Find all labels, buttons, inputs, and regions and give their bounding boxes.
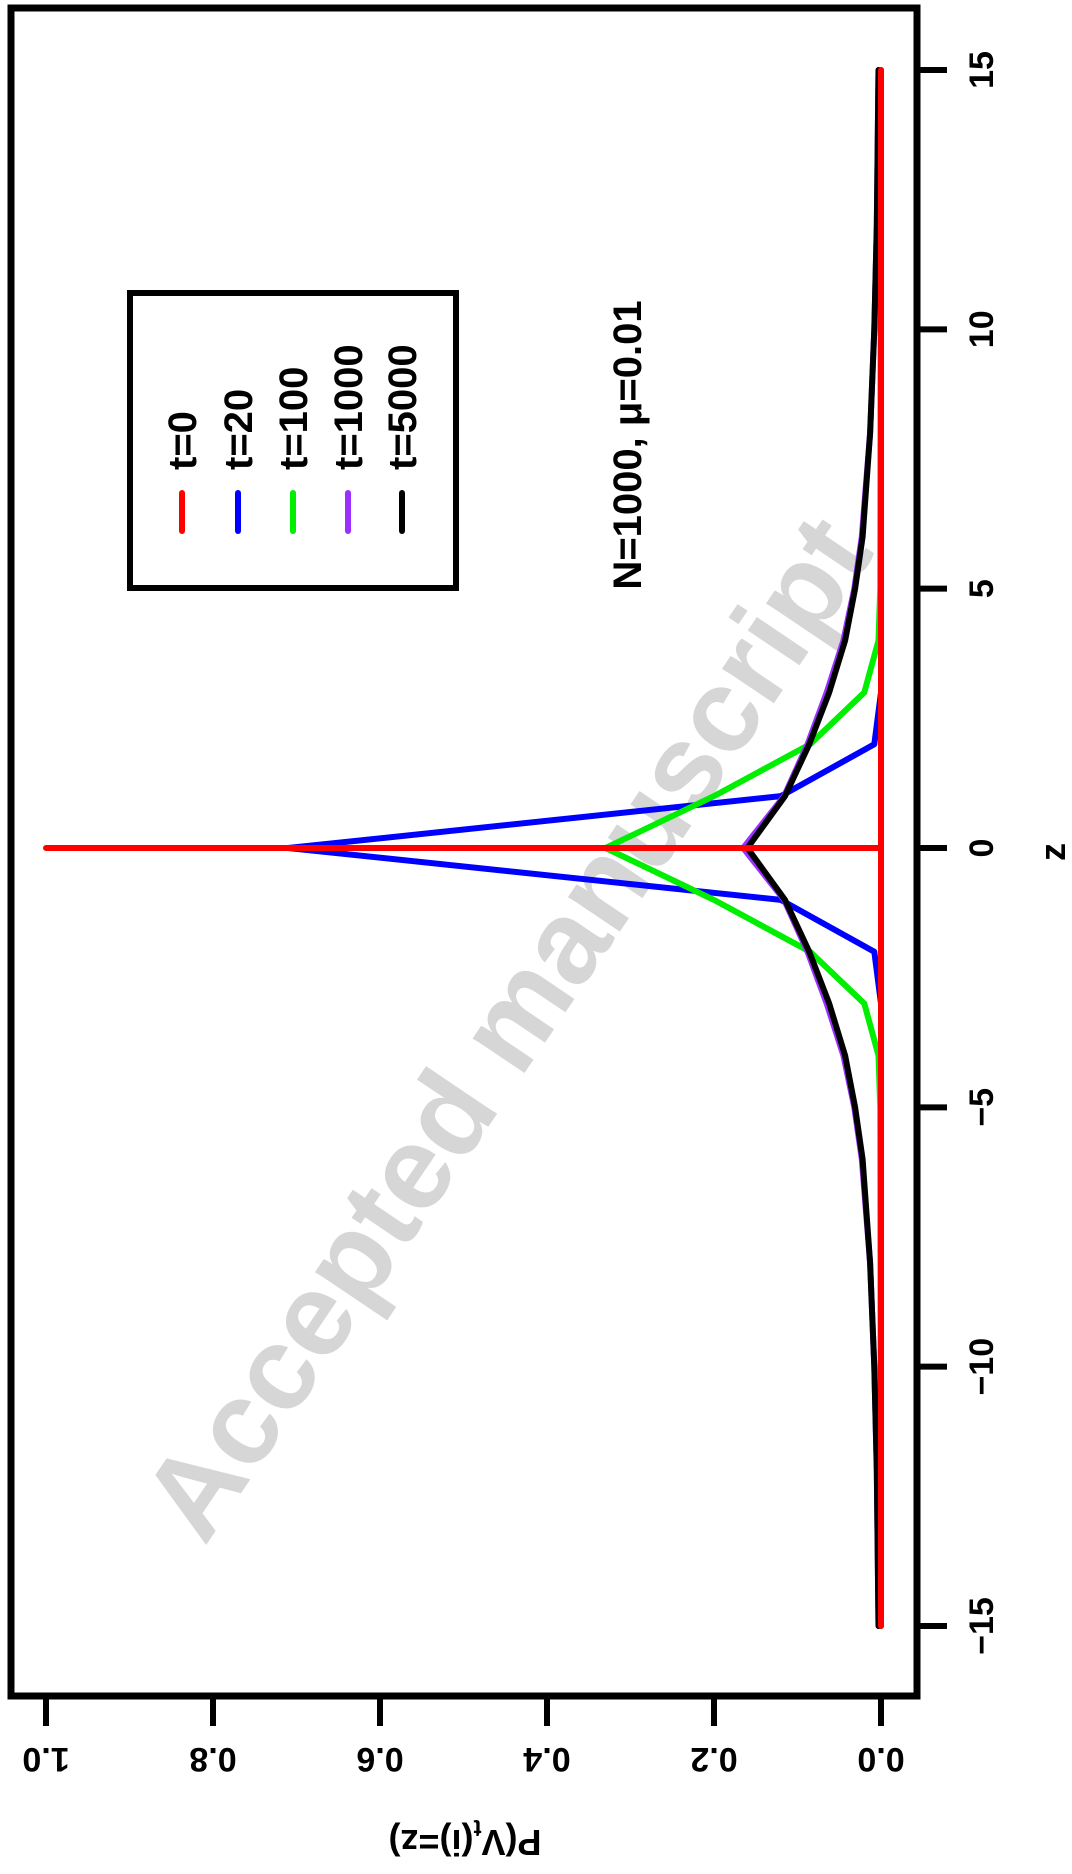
y-tick-label: 0.0: [857, 1740, 904, 1778]
y-tick-label: 1.0: [22, 1740, 69, 1778]
annotation: N=1000, μ=0.01: [606, 300, 650, 589]
x-tick-label: 10: [963, 310, 1001, 348]
x-tick-label: −10: [963, 1338, 1001, 1396]
x-tick-label: 0: [963, 839, 1001, 858]
x-tick-label: 5: [963, 579, 1001, 598]
y-axis-label-suffix: (i)=z): [388, 1822, 473, 1863]
y-tick-label: 0.6: [356, 1740, 403, 1778]
legend-label: t=5000: [381, 344, 425, 470]
x-tick-label: −5: [963, 1088, 1001, 1127]
x-axis-label: z: [1032, 843, 1072, 861]
y-tick-label: 0.2: [690, 1740, 737, 1778]
x-tick-label: −15: [963, 1597, 1001, 1655]
legend: t=0 t=20 t=100 t=1000 t=5000: [130, 293, 456, 588]
legend-label: t=0: [161, 411, 205, 470]
y-axis-label-sub: t: [473, 1814, 481, 1841]
legend-label: t=1000: [327, 344, 371, 470]
y-axis-label: P(Vt(i)=z): [388, 1814, 541, 1863]
y-tick-label: 0.8: [189, 1740, 236, 1778]
legend-label: t=20: [217, 389, 261, 470]
y-tick-label: 0.4: [523, 1740, 570, 1778]
legend-label: t=100: [272, 367, 316, 470]
x-tick-label: 15: [963, 51, 1001, 89]
watermark: Accepted manuscript: [117, 493, 897, 1562]
y-axis-label-main: P(V: [481, 1822, 541, 1863]
